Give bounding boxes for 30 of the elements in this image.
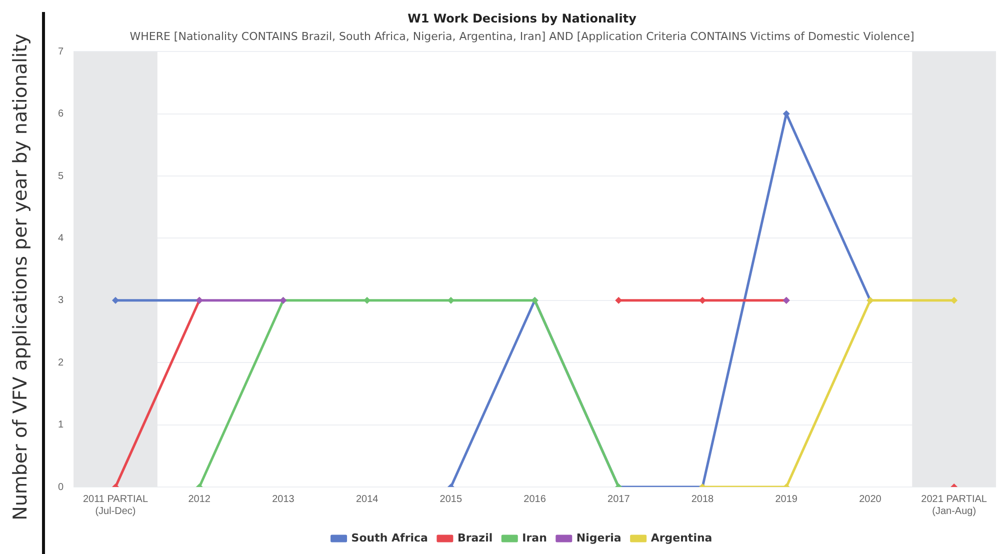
legend-label: Iran [522, 531, 547, 544]
y-tick-label: 3 [58, 295, 64, 306]
x-tick-label: 2012 [188, 494, 211, 505]
x-tick-label: 2016 [524, 494, 546, 505]
x-tick-label: 2011 PARTIAL (Jul-Dec) [82, 494, 148, 517]
y-tick-label: 5 [58, 170, 64, 182]
x-tick-label: 2020 [859, 494, 882, 505]
point [615, 296, 622, 304]
y-tick-label: 0 [58, 482, 64, 493]
x-tick-label: 2019 [775, 494, 798, 505]
x-tick-label: 2018 [691, 494, 714, 505]
y-tick-label: 4 [58, 232, 64, 244]
y-tick-label: 2 [58, 357, 64, 368]
x-tick-label: 2017 [608, 494, 630, 505]
x-tick-label: 2014 [356, 494, 379, 505]
x-tick-label: 2015 [440, 494, 462, 505]
y-tick-label: 1 [58, 420, 64, 431]
chart-subtitle: WHERE [Nationality CONTAINS Brazil, South Africa, Nigeria, Argentina, Iran] AND [Application Criteria CONTAINS Victims of Domestic Violence] [130, 30, 914, 43]
point [950, 296, 958, 304]
chart-title: W1 Work Decisions by Nationality [408, 11, 637, 26]
legend-label: Nigeria [576, 531, 622, 544]
legend-label: Argentina [650, 531, 712, 544]
y-axis-title: Number of VFV applications per year by nationality [9, 34, 31, 520]
legend-label: Brazil [457, 531, 493, 544]
point [112, 296, 119, 304]
x-tick-label: 2021 PARTIAL (Jan-Aug) [921, 494, 988, 517]
y-tick-label: 6 [58, 108, 64, 120]
legend-label: South Africa [351, 531, 428, 544]
y-tick-label: 7 [58, 46, 64, 58]
x-tick-label: 2013 [272, 494, 295, 505]
